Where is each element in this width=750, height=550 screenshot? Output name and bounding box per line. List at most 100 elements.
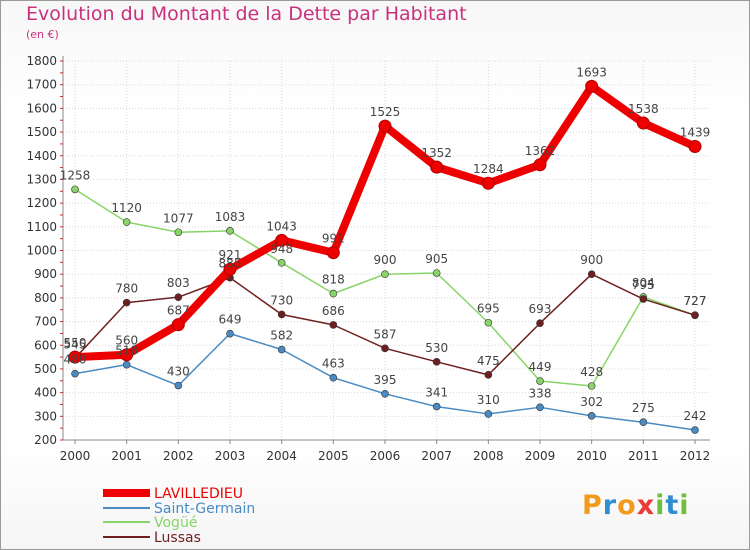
data-point — [329, 289, 338, 298]
data-label: 695 — [477, 302, 500, 316]
data-point — [122, 298, 131, 307]
data-label: 900 — [580, 253, 603, 267]
data-point — [536, 319, 544, 328]
data-point — [171, 318, 185, 332]
data-label: 242 — [684, 409, 707, 423]
x-tick-label: 2000 — [60, 449, 91, 463]
data-point — [277, 310, 286, 319]
chart-subtitle: (en €) — [26, 28, 59, 41]
y-tick-label: 300 — [34, 409, 57, 423]
data-point — [68, 350, 82, 364]
data-point — [587, 412, 596, 420]
data-point — [484, 410, 493, 418]
data-label: 430 — [167, 365, 190, 379]
data-label: 587 — [374, 327, 397, 341]
data-point — [378, 119, 392, 133]
x-tick-label: 2012 — [680, 449, 711, 463]
legend-label: Lussas — [154, 530, 201, 546]
data-point — [381, 270, 389, 278]
data-point — [174, 228, 183, 237]
data-point — [226, 227, 234, 235]
data-label: 905 — [425, 252, 448, 266]
data-labels: 550 560 687 921 1043 991 1525 1352 1284 1362 1693 1… — [60, 65, 711, 423]
x-tick-label: 2006 — [370, 449, 401, 463]
data-label: 686 — [322, 304, 345, 318]
data-point — [326, 246, 340, 260]
data-label: 545 — [64, 337, 87, 351]
data-point — [277, 259, 286, 267]
x-tick-label: 2005 — [318, 449, 349, 463]
data-label: 1439 — [680, 126, 711, 140]
data-label: 1077 — [163, 211, 194, 225]
y-tick-label: 1200 — [26, 196, 57, 210]
data-label: 475 — [477, 354, 500, 368]
y-tick-label: 700 — [34, 315, 57, 329]
y-tick-label: 1100 — [26, 220, 57, 234]
y-tick-label: 1500 — [26, 125, 57, 139]
data-point — [329, 373, 338, 382]
logo-letter: P — [582, 490, 603, 521]
data-label: 795 — [632, 278, 655, 292]
data-point — [484, 371, 493, 379]
data-label: 727 — [684, 294, 707, 308]
data-point — [533, 158, 547, 172]
data-label: 1362 — [525, 144, 556, 158]
data-label: 582 — [270, 329, 293, 343]
data-point — [223, 262, 237, 276]
legend-label: Saint-Germain — [154, 501, 255, 517]
data-point — [277, 345, 286, 354]
data-label: 338 — [529, 386, 552, 400]
axes: 200 300 400 500 600 700 800 900 1000 1100 1200 1300… — [26, 54, 710, 463]
data-label: 1258 — [60, 168, 91, 182]
data-label: 727 — [684, 294, 707, 308]
data-point — [120, 348, 134, 362]
data-label: 991 — [322, 232, 345, 246]
data-point — [536, 377, 544, 385]
data-label: 1043 — [266, 219, 297, 233]
data-point — [381, 390, 389, 398]
data-point — [430, 160, 444, 174]
series-lines — [68, 79, 702, 434]
logo-letter: r — [602, 490, 618, 521]
y-tick-label: 1300 — [26, 172, 57, 186]
data-label: 780 — [115, 282, 138, 296]
data-label: 885 — [219, 257, 242, 271]
y-tick-label: 1600 — [26, 101, 57, 115]
data-point — [688, 140, 702, 154]
data-point — [381, 344, 389, 353]
proxiti-logo: Proxiti — [582, 490, 690, 521]
logo-letter: t — [665, 490, 680, 521]
data-label: 463 — [322, 357, 345, 371]
data-label: 310 — [477, 393, 500, 407]
data-label: 341 — [425, 386, 448, 400]
data-point — [536, 403, 544, 412]
data-point — [691, 426, 699, 434]
data-label: 550 — [64, 336, 87, 350]
data-point — [71, 369, 79, 378]
y-tick-label: 600 — [34, 338, 57, 352]
y-tick-label: 200 — [34, 433, 57, 447]
legend-label: Vogüé — [154, 515, 197, 531]
data-label: 1693 — [576, 65, 607, 79]
x-tick-label: 2001 — [111, 449, 142, 463]
data-label: 1284 — [473, 162, 504, 176]
data-point — [174, 293, 183, 301]
x-tick-label: 2010 — [576, 449, 607, 463]
data-label: 818 — [322, 273, 345, 287]
data-label: 687 — [167, 304, 190, 318]
data-label: 275 — [632, 401, 655, 415]
data-label: 803 — [167, 276, 190, 290]
data-point — [481, 176, 495, 190]
x-tick-label: 2009 — [525, 449, 556, 463]
data-label: 921 — [219, 248, 242, 262]
data-point — [587, 382, 596, 390]
y-tick-label: 800 — [34, 291, 57, 305]
data-label: 302 — [580, 395, 603, 409]
data-label: 1538 — [628, 102, 659, 116]
data-label: 395 — [374, 373, 397, 387]
data-point — [585, 79, 599, 93]
x-tick-label: 2008 — [473, 449, 504, 463]
data-point — [329, 321, 338, 329]
